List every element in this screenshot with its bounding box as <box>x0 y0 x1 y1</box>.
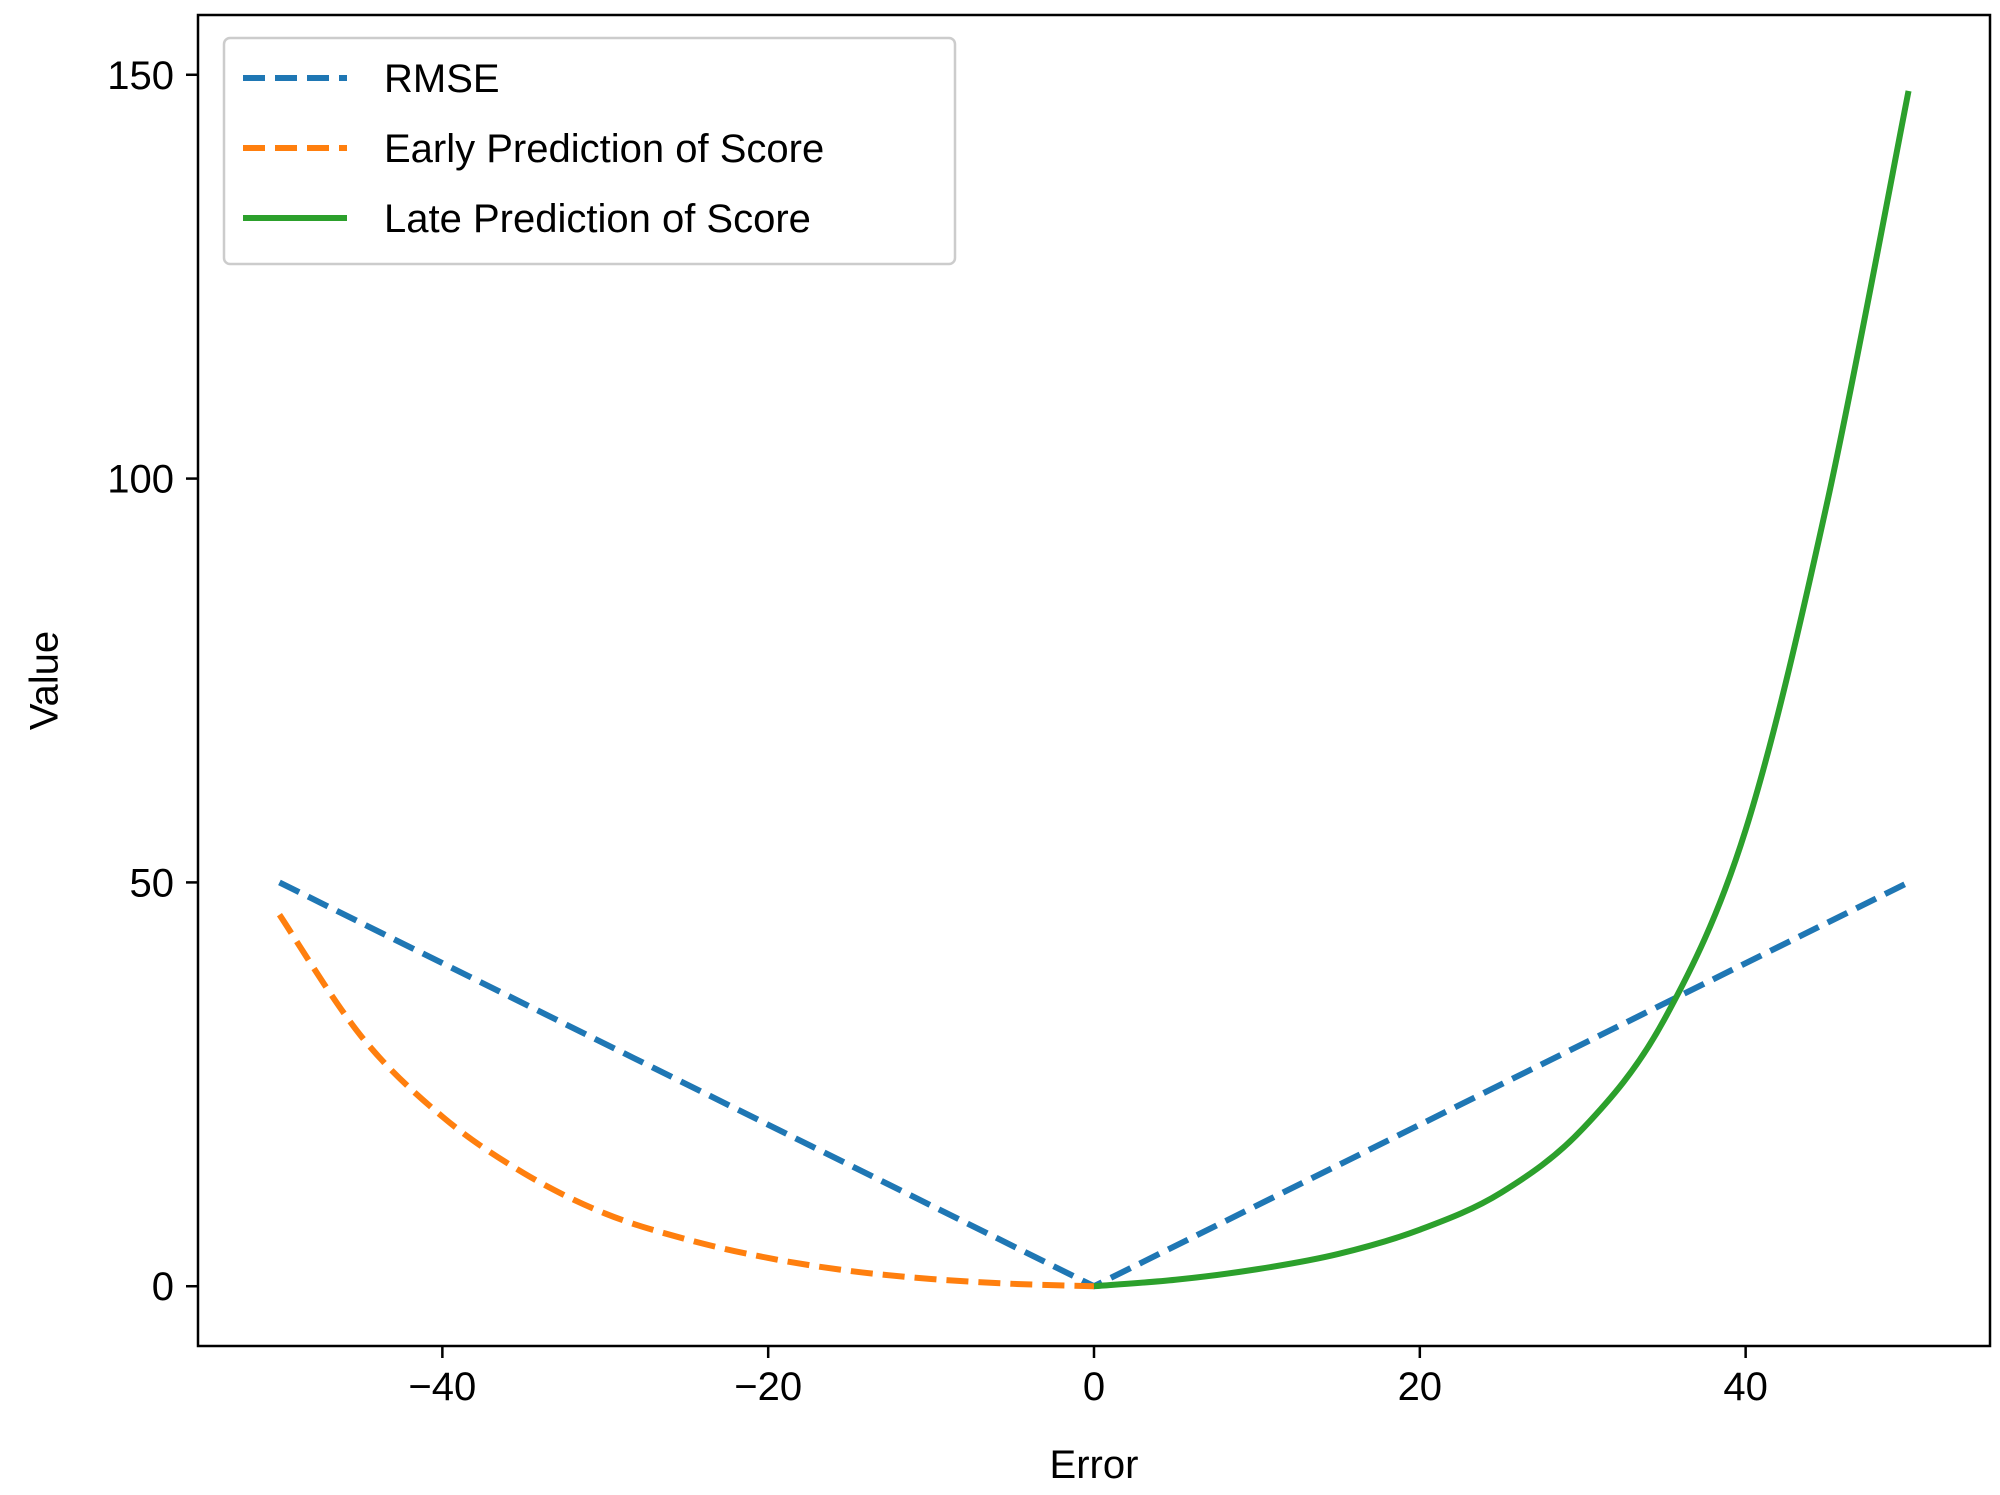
x-tick-label: −20 <box>734 1365 802 1409</box>
x-axis-label: Error <box>1050 1443 1139 1487</box>
x-tick-label: −40 <box>408 1365 476 1409</box>
y-tick-label: 50 <box>130 861 175 905</box>
series-line-3 <box>1093 90 1912 1290</box>
series-line-2 <box>276 913 1095 1290</box>
x-tick-label: 0 <box>1083 1365 1105 1409</box>
y-tick-label: 100 <box>107 458 174 502</box>
x-tick-label: 20 <box>1398 1365 1443 1409</box>
x-axis-ticks: −40 −20 0 20 40 <box>408 1346 1768 1409</box>
y-tick-label: 150 <box>107 54 174 98</box>
plot-lines <box>276 90 1912 1290</box>
legend-label: Early Prediction of Score <box>384 127 824 171</box>
legend-box <box>222 36 957 266</box>
legend-label: RMSE <box>384 57 500 101</box>
legend-label: Late Prediction of Score <box>384 197 811 241</box>
x-tick-label: 40 <box>1723 1365 1768 1409</box>
y-tick-label: 0 <box>152 1265 174 1309</box>
y-axis-label: Value <box>23 631 67 730</box>
y-axis-ticks: 0 50 100 150 <box>107 54 198 1309</box>
legend: RMSE Early Prediction of Score Late Predic… <box>222 36 957 266</box>
